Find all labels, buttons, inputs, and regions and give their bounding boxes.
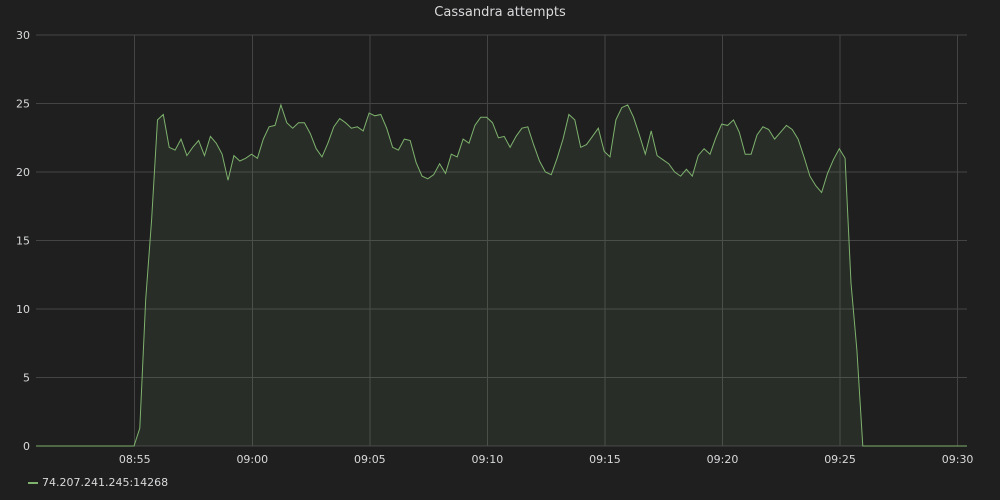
legend-series-label[interactable]: 74.207.241.245:14268 xyxy=(42,476,169,489)
x-tick-label: 09:15 xyxy=(589,453,621,466)
x-tick-label: 09:20 xyxy=(707,453,739,466)
y-tick-label: 5 xyxy=(23,372,30,385)
y-tick-label: 25 xyxy=(16,98,30,111)
x-tick-label: 09:10 xyxy=(472,453,504,466)
series-area-fill xyxy=(36,104,967,447)
x-tick-label: 09:30 xyxy=(942,453,974,466)
legend: 74.207.241.245:14268 xyxy=(28,476,168,489)
y-tick-label: 0 xyxy=(23,440,30,453)
x-tick-label: 08:55 xyxy=(119,453,151,466)
x-tick-label: 09:25 xyxy=(824,453,856,466)
y-tick-label: 10 xyxy=(16,303,30,316)
x-tick-label: 09:05 xyxy=(354,453,386,466)
x-tick-label: 09:00 xyxy=(236,453,268,466)
y-tick-label: 20 xyxy=(16,166,30,179)
y-tick-label: 15 xyxy=(16,235,30,248)
chart-title: Cassandra attempts xyxy=(434,5,566,20)
legend-swatch xyxy=(28,481,38,484)
series-line xyxy=(36,103,967,447)
y-tick-label: 30 xyxy=(16,29,30,42)
